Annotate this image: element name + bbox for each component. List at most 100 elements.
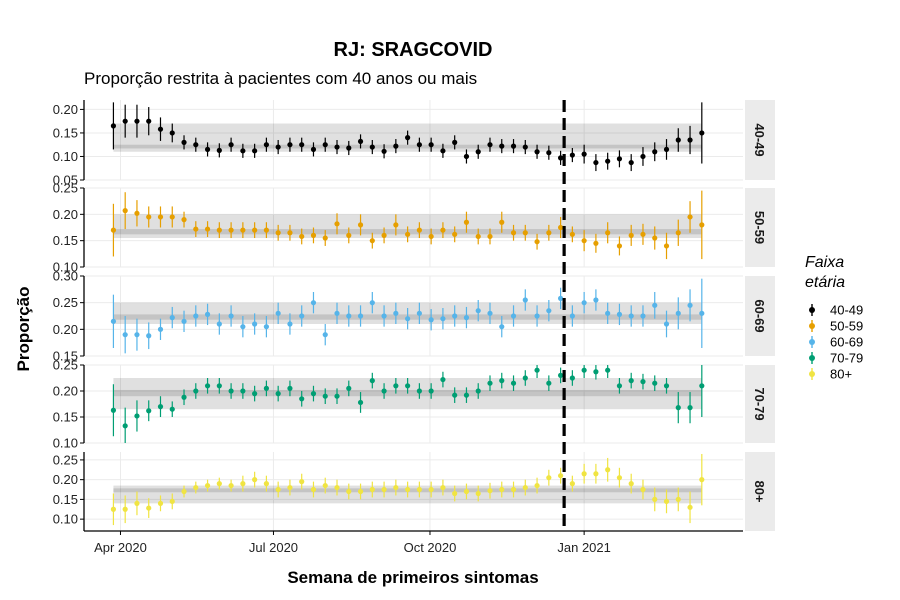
data-point — [569, 152, 575, 158]
data-point — [252, 477, 258, 483]
data-point — [169, 214, 175, 220]
facet-strip-label: 80+ — [752, 480, 767, 502]
data-point — [581, 471, 587, 477]
data-point — [440, 376, 446, 383]
y-tick-label: 0.10 — [53, 436, 78, 451]
data-point — [416, 486, 422, 493]
data-point — [593, 240, 599, 246]
data-point — [357, 138, 364, 145]
data-point — [546, 475, 552, 481]
legend-label: 70-79 — [830, 351, 863, 366]
data-point — [381, 232, 387, 238]
data-point — [122, 332, 128, 338]
data-point — [204, 311, 211, 317]
data-point — [534, 367, 540, 373]
y-tick-label: 0.15 — [53, 349, 78, 364]
data-point — [546, 380, 552, 386]
data-point — [499, 219, 505, 225]
data-point — [299, 313, 305, 319]
data-point — [510, 230, 517, 236]
data-point — [357, 399, 364, 406]
data-point — [546, 308, 552, 314]
data-point — [263, 142, 270, 148]
data-point — [110, 227, 117, 233]
data-point — [440, 148, 446, 154]
data-point — [652, 149, 658, 155]
data-point — [134, 210, 140, 216]
y-tick-label: 0.10 — [53, 149, 78, 164]
data-point — [381, 313, 387, 319]
y-tick-label: 0.20 — [53, 322, 78, 337]
data-point — [522, 230, 528, 236]
data-point — [263, 227, 270, 233]
facet-strip — [745, 100, 775, 180]
data-point — [687, 137, 693, 143]
data-point — [440, 484, 446, 491]
data-point — [193, 484, 199, 491]
data-point — [240, 227, 246, 233]
data-point — [605, 367, 611, 373]
data-point — [616, 383, 623, 389]
data-point — [122, 208, 128, 214]
data-point — [299, 396, 305, 402]
legend-label: 40-49 — [830, 303, 863, 318]
data-point — [463, 392, 470, 398]
data-point — [663, 243, 670, 249]
data-point — [381, 486, 387, 493]
data-point — [134, 413, 140, 419]
data-point — [216, 383, 222, 389]
data-point — [557, 155, 564, 161]
facet-panel-80+: 0.25 0.20 0.15 0.10 80+ — [53, 452, 775, 531]
facet-strip-label: 40-49 — [752, 123, 767, 156]
data-point — [428, 142, 434, 148]
data-point — [275, 486, 281, 493]
data-point — [475, 490, 481, 497]
data-point — [334, 484, 340, 491]
data-point — [663, 321, 670, 327]
data-point — [428, 388, 434, 394]
data-point — [405, 383, 411, 389]
data-point — [193, 226, 199, 232]
data-point — [381, 388, 387, 394]
data-point — [334, 393, 340, 399]
facet-strip-label: 70-79 — [752, 387, 767, 420]
data-point — [181, 318, 187, 324]
data-point — [452, 490, 458, 497]
data-point — [193, 313, 199, 319]
data-point — [299, 233, 305, 240]
facet-panel-50-59: 0.25 0.20 0.15 0.10 50-59 — [53, 181, 775, 275]
data-point — [699, 310, 705, 316]
data-point — [263, 481, 270, 487]
data-point — [275, 310, 281, 316]
data-point — [157, 404, 164, 410]
data-point — [322, 482, 328, 489]
legend-key-point — [809, 371, 815, 377]
y-tick-label: 0.20 — [53, 472, 78, 487]
data-point — [310, 146, 317, 153]
y-tick-label: 0.20 — [53, 207, 78, 222]
data-point — [557, 224, 564, 231]
data-point — [487, 233, 493, 240]
data-point — [616, 311, 623, 317]
data-point — [134, 118, 140, 124]
data-point — [393, 310, 399, 316]
facet-strip — [745, 365, 775, 443]
data-point — [146, 408, 152, 414]
data-point — [287, 230, 293, 236]
data-point — [310, 232, 317, 238]
data-point — [581, 300, 587, 306]
data-point — [228, 313, 234, 319]
data-point — [287, 321, 293, 327]
data-point — [181, 488, 187, 495]
data-point — [581, 367, 587, 373]
data-point — [452, 392, 458, 398]
data-point — [675, 405, 681, 411]
data-point — [228, 142, 234, 148]
data-point — [699, 222, 705, 228]
data-point — [452, 313, 458, 319]
data-point — [663, 383, 670, 389]
data-point — [369, 144, 375, 150]
facet-strip — [745, 452, 775, 531]
data-point — [416, 388, 422, 394]
